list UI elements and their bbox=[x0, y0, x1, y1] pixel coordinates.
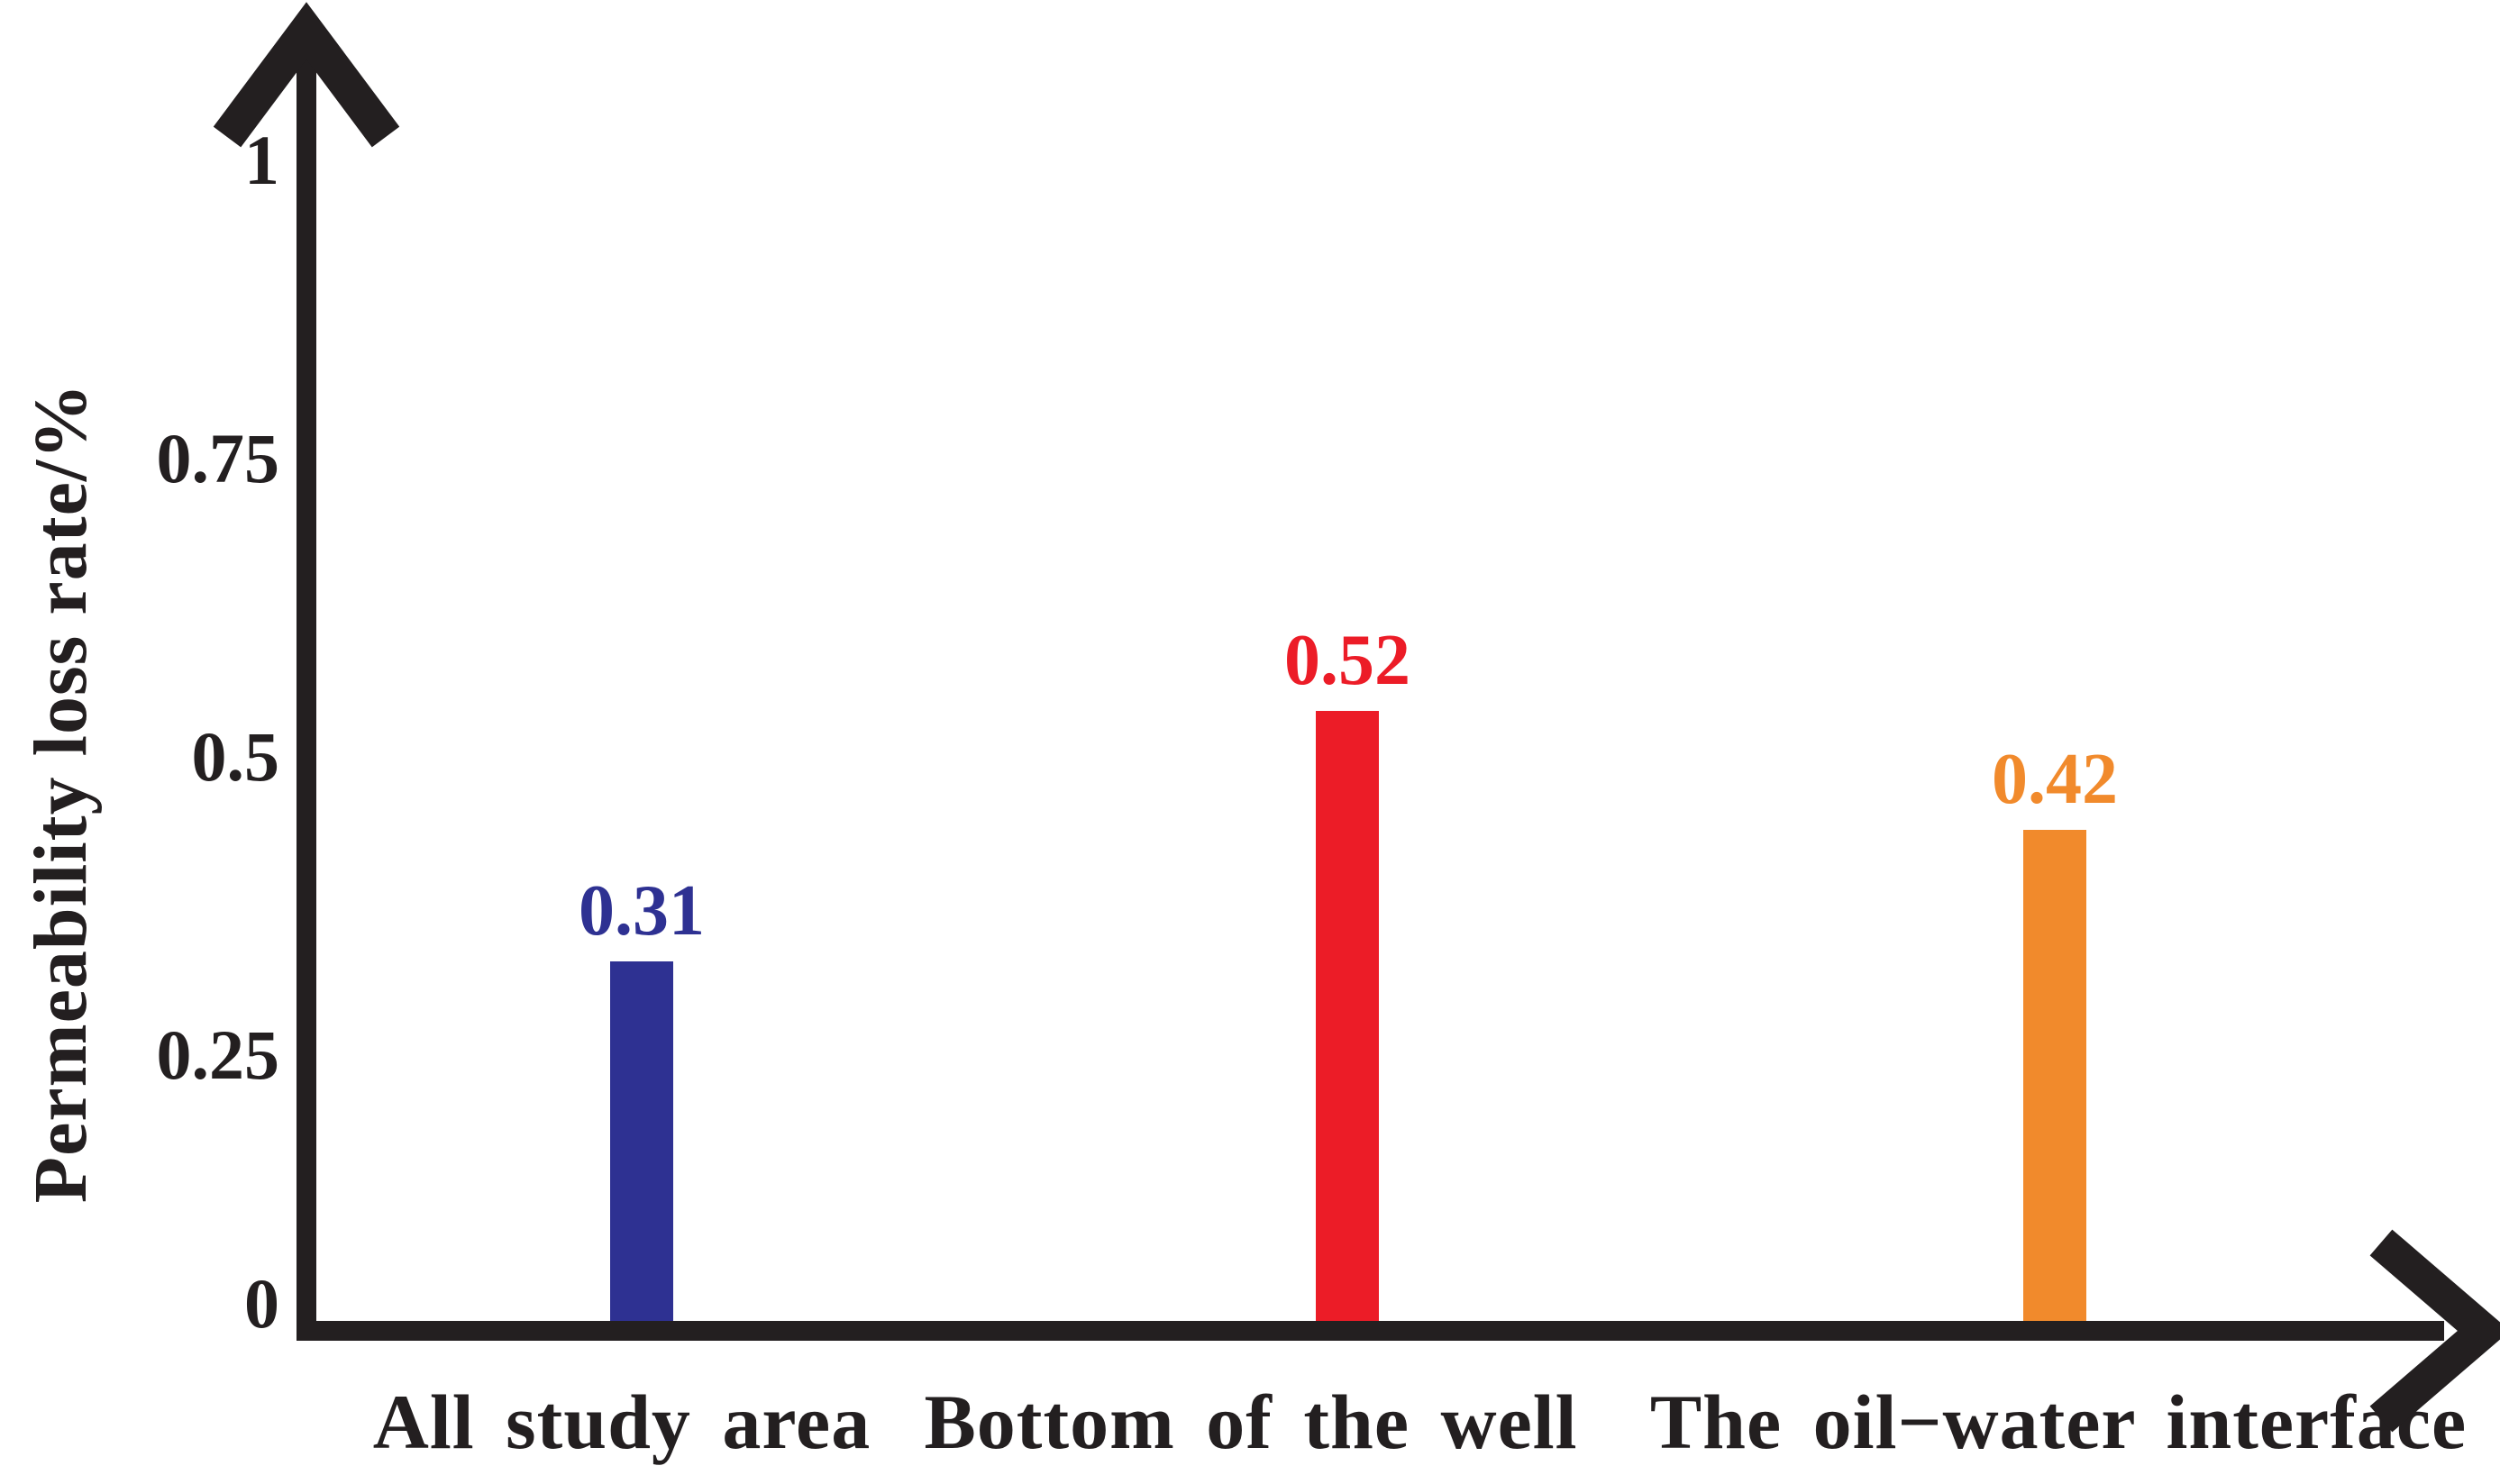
bar-value-label: 0.31 bbox=[579, 870, 705, 951]
y-tick-label: 0.75 bbox=[156, 419, 280, 497]
y-tick-label: 0.25 bbox=[156, 1015, 280, 1094]
category-label: The oil−water interface bbox=[1649, 1379, 2468, 1465]
y-tick-label: 0.5 bbox=[191, 717, 280, 796]
bar bbox=[1316, 710, 1379, 1341]
bar-value-label: 0.52 bbox=[1284, 620, 1410, 700]
y-tick-label: 0 bbox=[244, 1264, 279, 1343]
category-label: Bottom of the well bbox=[924, 1379, 1578, 1465]
y-tick-label: 1 bbox=[244, 121, 279, 199]
bar-value-label: 0.42 bbox=[1992, 739, 2118, 819]
bar bbox=[610, 961, 673, 1341]
category-label: All study area bbox=[372, 1379, 871, 1465]
bar bbox=[2023, 829, 2086, 1341]
